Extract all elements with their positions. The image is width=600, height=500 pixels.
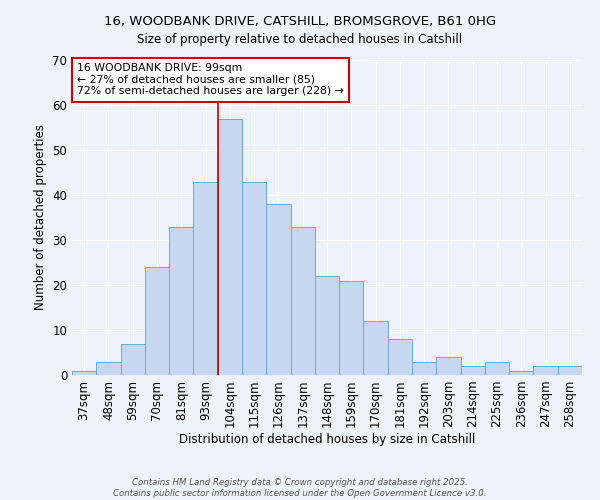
Bar [461, 366, 485, 375]
Bar [339, 280, 364, 375]
Text: Contains HM Land Registry data © Crown copyright and database right 2025.
Contai: Contains HM Land Registry data © Crown c… [113, 478, 487, 498]
Bar [72, 370, 96, 375]
Bar [412, 362, 436, 375]
Bar [315, 276, 339, 375]
Y-axis label: Number of detached properties: Number of detached properties [34, 124, 47, 310]
Text: 16, WOODBANK DRIVE, CATSHILL, BROMSGROVE, B61 0HG: 16, WOODBANK DRIVE, CATSHILL, BROMSGROVE… [104, 15, 496, 28]
Bar [218, 118, 242, 375]
Bar [558, 366, 582, 375]
Bar [121, 344, 145, 375]
Bar [145, 267, 169, 375]
Bar [436, 357, 461, 375]
X-axis label: Distribution of detached houses by size in Catshill: Distribution of detached houses by size … [179, 433, 475, 446]
Bar [193, 182, 218, 375]
Bar [509, 370, 533, 375]
Bar [266, 204, 290, 375]
Text: 16 WOODBANK DRIVE: 99sqm
← 27% of detached houses are smaller (85)
72% of semi-d: 16 WOODBANK DRIVE: 99sqm ← 27% of detach… [77, 63, 344, 96]
Bar [533, 366, 558, 375]
Text: Size of property relative to detached houses in Catshill: Size of property relative to detached ho… [137, 32, 463, 46]
Bar [242, 182, 266, 375]
Bar [388, 339, 412, 375]
Bar [290, 226, 315, 375]
Bar [169, 226, 193, 375]
Bar [364, 321, 388, 375]
Bar [485, 362, 509, 375]
Bar [96, 362, 121, 375]
